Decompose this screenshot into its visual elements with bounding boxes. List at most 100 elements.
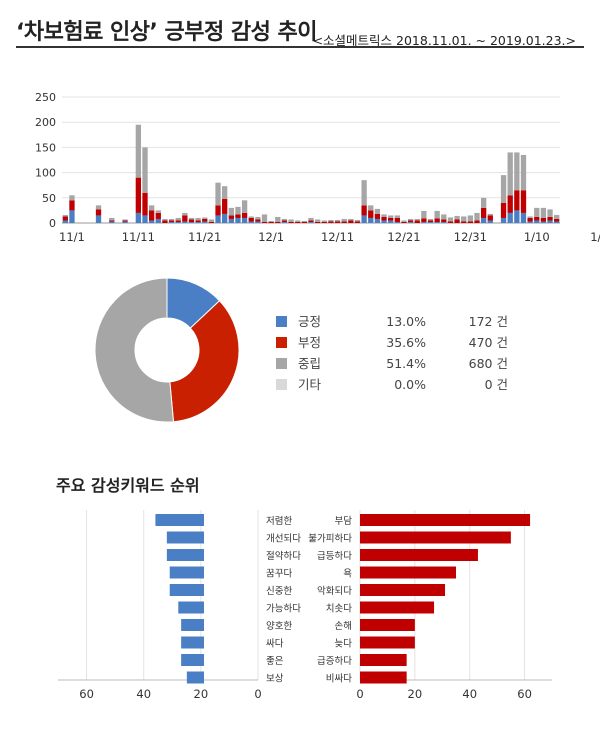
- negative-keyword-bar: [360, 601, 435, 614]
- bar-segment-neutral: [135, 124, 142, 178]
- x-tick-label: 40: [136, 687, 151, 701]
- negative-keyword-label: 비싸다: [326, 674, 352, 685]
- legend-count: 0 건: [485, 377, 508, 392]
- bar-segment-neutral: [534, 207, 540, 217]
- y-tick-label: 50: [42, 192, 56, 205]
- bar-segment-negative: [168, 220, 175, 222]
- bar-segment-positive: [195, 221, 201, 223]
- bar-segment-positive: [215, 215, 221, 223]
- bar-segment-neutral: [454, 215, 460, 220]
- bar-segment-negative: [374, 213, 381, 219]
- bar-segment-neutral: [155, 210, 161, 213]
- bar-segment-positive: [202, 221, 208, 223]
- bar-segment-negative: [202, 218, 208, 222]
- page-title: ‘차보험료 인상’ 긍부정 감성 추이: [16, 20, 317, 45]
- positive-keyword-bar: [181, 619, 204, 631]
- donut-slice: [94, 277, 175, 423]
- bar-segment-neutral: [388, 215, 394, 218]
- bar-segment-neutral: [434, 210, 440, 219]
- negative-keyword-bar: [360, 531, 511, 544]
- bar-segment-negative: [308, 220, 314, 222]
- bar-segment-neutral: [407, 218, 414, 221]
- bar-segment-neutral: [547, 209, 553, 217]
- bar-segment-negative: [261, 221, 268, 223]
- bar-segment-neutral: [354, 219, 361, 222]
- bar-segment-positive: [527, 221, 533, 223]
- bar-segment-negative: [520, 190, 527, 213]
- bar-segment-positive: [168, 221, 175, 223]
- positive-keyword-label: 가능하다: [266, 603, 301, 615]
- bar-segment-neutral: [148, 205, 155, 211]
- bar-segment-neutral: [142, 147, 148, 193]
- positive-keyword-bar: [181, 654, 204, 666]
- x-tick-label: 11/21: [188, 230, 221, 244]
- bar-segment-negative: [527, 217, 533, 222]
- positive-keyword-label: 싸다: [266, 639, 284, 650]
- positive-keyword-bar: [155, 514, 204, 526]
- bar-segment-neutral: [540, 207, 547, 218]
- bar-segment-neutral: [168, 218, 175, 221]
- positive-keyword-bar: [169, 584, 204, 596]
- bar-segment-positive: [374, 218, 381, 223]
- bar-segment-neutral: [414, 218, 420, 221]
- bar-segment-negative: [341, 221, 347, 223]
- bar-segment-positive: [308, 221, 314, 223]
- bar-segment-neutral: [175, 217, 181, 221]
- bar-segment-negative: [328, 221, 334, 223]
- bar-segment-negative: [441, 219, 447, 222]
- x-tick-label: 0: [356, 687, 363, 701]
- donut-slice: [169, 300, 240, 423]
- bar-segment-positive: [554, 221, 560, 223]
- bar-segment-negative: [295, 221, 301, 223]
- bar-segment-negative: [155, 212, 161, 219]
- bar-segment-positive: [155, 218, 161, 223]
- bar-segment-neutral: [401, 220, 407, 222]
- bar-segment-negative: [142, 192, 148, 216]
- bar-segment-positive: [441, 221, 447, 223]
- bar-segment-positive: [175, 221, 181, 223]
- bar-segment-positive: [388, 220, 394, 223]
- bar-segment-negative: [281, 220, 288, 222]
- bar-segment-positive: [69, 210, 75, 223]
- positive-keyword-label: 신중한: [266, 586, 292, 597]
- legend-percent: 13.0%: [386, 314, 426, 329]
- bar-segment-positive: [228, 218, 234, 223]
- legend-count: 680 건: [469, 356, 508, 371]
- bar-segment-negative: [394, 217, 400, 222]
- bar-segment-neutral: [248, 216, 254, 218]
- positive-keyword-label: 보상: [266, 674, 284, 685]
- bar-segment-negative: [69, 200, 75, 211]
- bar-segment-positive: [188, 221, 195, 223]
- bar-segment-neutral: [447, 217, 454, 222]
- bar-segment-neutral: [235, 206, 241, 215]
- bar-segment-positive: [480, 217, 487, 223]
- legend-label: 기타: [298, 377, 322, 392]
- bar-segment-neutral: [95, 205, 102, 210]
- bar-segment-positive: [368, 217, 374, 223]
- bar-segment-positive: [222, 213, 228, 223]
- bar-segment-neutral: [241, 200, 248, 213]
- bar-segment-negative: [534, 216, 540, 221]
- bar-segment-negative: [122, 220, 128, 222]
- bar-segment-positive: [381, 220, 387, 223]
- y-tick-label: 150: [35, 141, 56, 154]
- bar-segment-positive: [142, 215, 148, 223]
- bar-segment-neutral: [222, 186, 228, 199]
- bar-segment-negative: [514, 190, 520, 211]
- x-tick-label: 40: [462, 687, 477, 701]
- bar-segment-negative: [540, 217, 547, 222]
- bar-segment-neutral: [301, 220, 308, 222]
- bar-segment-positive: [148, 220, 155, 223]
- bar-segment-negative: [368, 210, 374, 218]
- bar-segment-negative: [255, 219, 261, 222]
- bar-segment-positive: [547, 220, 553, 223]
- bar-segment-negative: [414, 220, 420, 223]
- bar-segment-neutral: [255, 216, 261, 220]
- bar-segment-neutral: [334, 219, 341, 222]
- bar-segment-neutral: [275, 216, 281, 222]
- bar-segment-negative: [554, 218, 560, 222]
- bar-segment-negative: [288, 221, 294, 223]
- positive-keyword-bar: [166, 531, 204, 544]
- bar-segment-neutral: [261, 214, 268, 222]
- negative-keyword-label: 급등하다: [317, 550, 352, 562]
